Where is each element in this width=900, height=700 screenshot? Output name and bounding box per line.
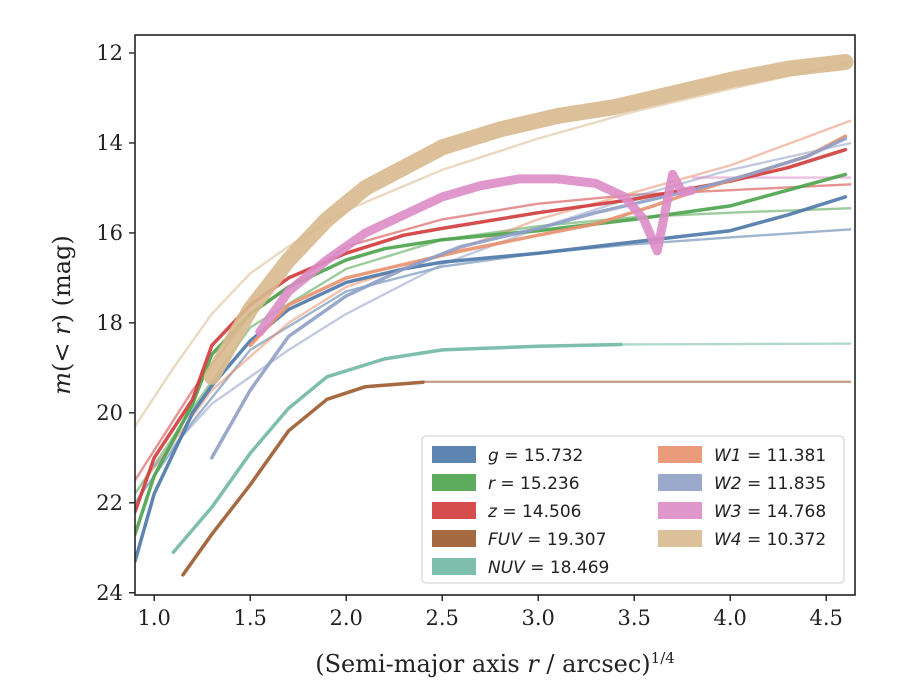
legend-label-w2: W2 = 11.835 [714, 474, 826, 494]
legend-swatch-nuv [432, 558, 476, 575]
data-line-w3 [255, 169, 697, 337]
legend-swatch-w2 [658, 474, 702, 491]
x-tick-label: 3.5 [617, 606, 650, 630]
plot-frame [134, 34, 856, 596]
x-tick-label: 1.5 [233, 606, 266, 630]
legend-box [421, 435, 845, 584]
model-line-nuv [620, 342, 852, 346]
y-tick-label: 14 [96, 131, 123, 155]
y-tick-label: 18 [96, 311, 123, 335]
legend-swatch-w3 [658, 502, 702, 519]
legend-label-w3: W3 = 14.768 [714, 502, 826, 522]
y-axis-title: m(< r) (mag) [48, 235, 76, 395]
series-layer [135, 54, 854, 577]
legend-label-fuv: FUV = 19.307 [488, 530, 606, 550]
x-tick-label: 4.0 [713, 606, 746, 630]
tick-layer: 1.0 1.5 2.0 2.5 3.0 3.5 4.0 4.5 12 14 16 18 20 22 24 [96, 41, 843, 630]
x-tick-label: 4.5 [809, 606, 842, 630]
data-line-r [135, 172, 848, 537]
y-tick-label: 24 [96, 581, 123, 605]
y-tick-label: 22 [96, 491, 123, 515]
data-line-w2 [210, 136, 848, 460]
x-tick-label: 1.0 [137, 606, 170, 630]
y-tick-label: 12 [96, 41, 123, 65]
data-line-g [135, 195, 848, 564]
legend-label-nuv: NUV = 18.469 [488, 558, 609, 578]
legend-swatch-g [432, 446, 476, 463]
legend-label-w4: W4 = 10.372 [714, 530, 826, 550]
y-tick-label: 20 [96, 401, 123, 425]
data-line-nuv [171, 342, 623, 555]
legend-label-w1: W1 = 11.381 [714, 446, 826, 466]
legend-label-g: g = 15.732 [488, 446, 583, 466]
x-tick-label: 2.0 [329, 606, 362, 630]
legend: g = 15.732 r = 15.236 z = 14.506 FUV = 19.3… [421, 435, 845, 584]
x-tick-label: 3.0 [521, 606, 554, 630]
model-line-w2 [153, 141, 852, 468]
model-line-g [135, 228, 852, 504]
legend-swatch-fuv [432, 530, 476, 547]
y-tick-label: 16 [96, 221, 123, 245]
legend-swatch-z [432, 502, 476, 519]
data-line-fuv [181, 380, 425, 577]
x-tick-label: 2.5 [425, 606, 458, 630]
legend-swatch-r [432, 474, 476, 491]
legend-label-r: r = 15.236 [488, 474, 580, 494]
legend-swatch-w1 [658, 446, 702, 463]
x-axis-title: (Semi-major axis r / arcsec)1/4 [315, 649, 675, 678]
data-line-w4 [203, 54, 854, 385]
legend-label-z: z = 14.506 [487, 502, 581, 522]
legend-swatch-w4 [658, 530, 702, 547]
